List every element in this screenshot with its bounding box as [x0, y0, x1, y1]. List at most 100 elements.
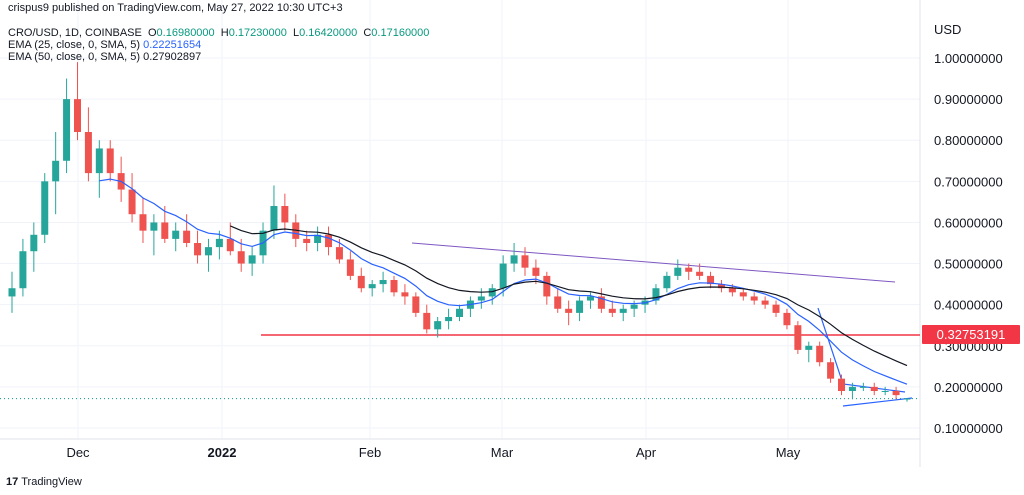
candle-body: [554, 296, 562, 309]
candle-body: [499, 263, 507, 289]
candle-body: [717, 284, 725, 289]
candle-body: [106, 148, 114, 174]
candle-body: [521, 255, 529, 268]
ema25-label: EMA (25, close, 0, SMA, 5): [8, 39, 141, 51]
candle-body: [172, 230, 180, 239]
candle-body: [881, 391, 889, 392]
candle-body: [379, 280, 387, 285]
candle-body: [41, 181, 49, 235]
candle-body: [750, 296, 758, 301]
candle-body: [586, 296, 594, 301]
candle-body: [281, 206, 289, 223]
candle-body: [652, 288, 660, 301]
ema25-value: 0.22251654: [143, 39, 202, 51]
candle-body: [761, 300, 769, 305]
candle-body: [357, 275, 365, 289]
candle-body: [161, 222, 169, 239]
y-tick-label: 0.10000000: [934, 421, 1003, 436]
candle-body: [401, 292, 409, 297]
candle-body: [838, 378, 846, 391]
y-tick-label: 0.90000000: [934, 92, 1003, 107]
candle-body: [95, 148, 103, 174]
ema25-legend[interactable]: EMA (25, close, 0, SMA, 5) 0.22251654: [8, 39, 201, 52]
y-tick-label: 0.40000000: [934, 298, 1003, 313]
tradingview-logo-icon: 17: [6, 476, 19, 488]
candle-body: [325, 234, 333, 248]
candle-body: [827, 362, 835, 379]
candle-body: [390, 280, 398, 293]
candle-body: [543, 275, 551, 297]
candle-body: [608, 308, 616, 313]
candles: [8, 62, 911, 402]
candle-body: [139, 214, 147, 231]
candle-body: [783, 312, 791, 326]
candle-body: [150, 222, 158, 231]
open-value: 0.16980000: [156, 27, 215, 39]
support-price-label: 0.32753191: [937, 327, 1006, 342]
high-value: 0.17230000: [228, 27, 287, 39]
candle-body: [335, 247, 343, 260]
y-tick-label: 1.00000000: [934, 51, 1003, 66]
candle-body: [445, 317, 453, 322]
candle-body: [772, 304, 780, 313]
y-tick-label: 0.20000000: [934, 380, 1003, 395]
candle-body: [488, 288, 496, 297]
candle-body: [204, 247, 212, 256]
candle-body: [8, 288, 16, 297]
candle-body: [368, 284, 376, 289]
candle-body: [456, 308, 463, 317]
candle-body: [237, 251, 245, 264]
candle-body: [194, 243, 202, 256]
ema50-label: EMA (50, close, 0, SMA, 5): [8, 51, 141, 63]
candle-body: [892, 391, 900, 396]
symbol-label: CRO/USD, 1D, COINBASE: [8, 27, 142, 39]
candle-body: [63, 99, 71, 161]
candle-body: [346, 259, 354, 276]
candle-body: [739, 292, 747, 297]
candle-body: [848, 386, 856, 391]
candle-body: [248, 255, 256, 264]
ema50-legend[interactable]: EMA (50, close, 0, SMA, 5) 0.27902897: [8, 51, 201, 64]
publisher-line: crispus9 published on TradingView.com, M…: [8, 2, 343, 14]
candle-body: [226, 238, 234, 252]
candle-body: [30, 234, 38, 252]
candle-body: [696, 271, 704, 276]
candle-body: [477, 296, 485, 301]
candle-body: [52, 160, 60, 182]
price-labels: 0.32753191: [922, 325, 1020, 344]
candle-body: [270, 206, 278, 231]
x-tick-label: 2022: [208, 445, 237, 460]
tradingview-logo[interactable]: 17 TradingView: [6, 476, 82, 488]
candle-body: [674, 267, 682, 276]
time-axis[interactable]: Dec 2022 Feb Mar Apr May: [66, 445, 800, 460]
currency-label: USD: [934, 22, 962, 37]
candle-body: [314, 234, 322, 243]
grid-lines: [0, 0, 920, 439]
candle-body: [423, 312, 431, 330]
price-axis[interactable]: 1.00000000 0.90000000 0.80000000 0.70000000…: [934, 51, 1003, 436]
candle-body: [215, 238, 223, 248]
x-tick-label: Feb: [359, 445, 381, 460]
candle-body: [816, 345, 824, 363]
candle-body: [303, 238, 311, 243]
candle-body: [183, 230, 191, 243]
candle-body: [630, 304, 638, 309]
candle-body: [685, 267, 693, 272]
candle-body: [576, 300, 584, 313]
x-tick-label: May: [776, 445, 801, 460]
candle-body: [619, 308, 627, 313]
candle-body: [565, 308, 573, 313]
support-price-label-bg: [922, 325, 1020, 344]
candle-body: [794, 325, 802, 350]
descending-trendline: [411, 242, 896, 283]
y-tick-label: 0.60000000: [934, 215, 1003, 230]
tradingview-logo-text: TradingView: [21, 476, 82, 488]
candle-body: [532, 267, 540, 276]
candle-body: [434, 321, 442, 330]
x-tick-label: Mar: [491, 445, 514, 460]
candle-body: [128, 189, 136, 215]
candle-body: [663, 275, 671, 289]
candle-body: [412, 296, 420, 313]
ema25-line: [99, 178, 908, 385]
